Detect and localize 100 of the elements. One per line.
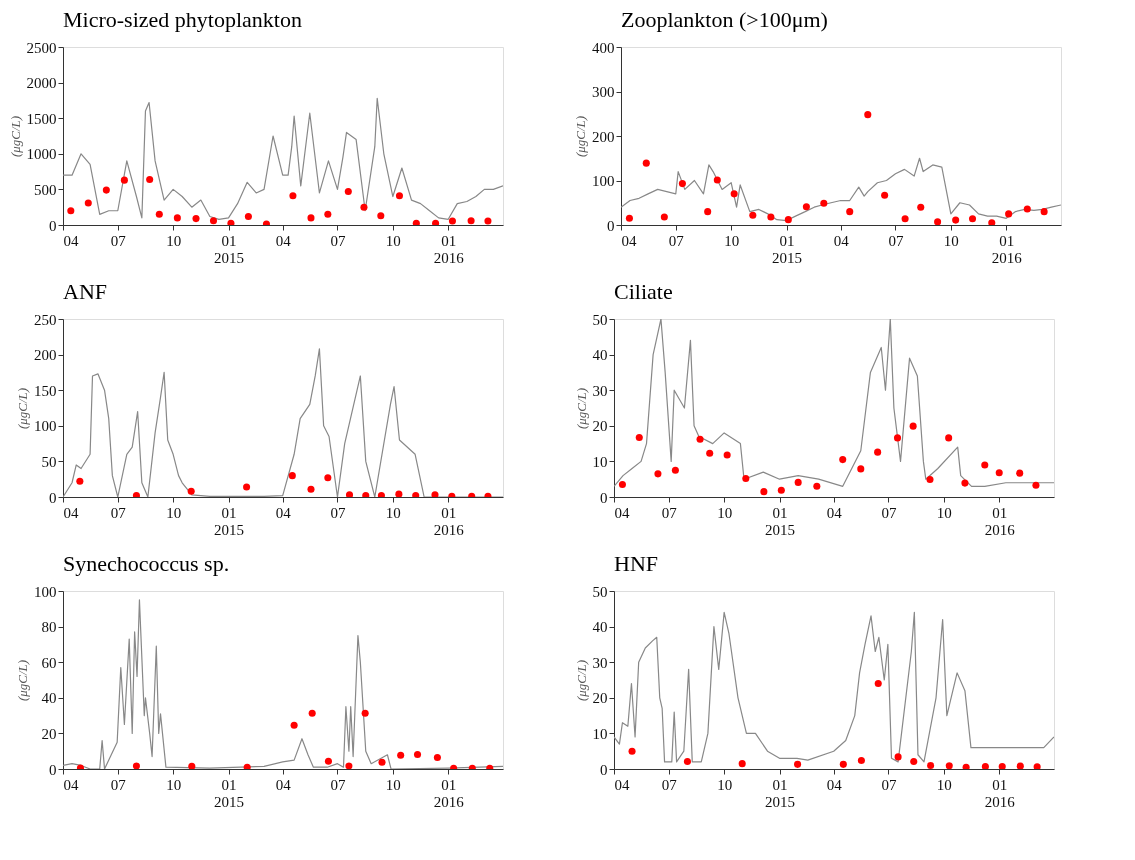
- x-tick-label: 07: [110, 776, 127, 793]
- point: [361, 709, 369, 717]
- x-tick-label: 07: [110, 232, 127, 249]
- point: [683, 757, 691, 766]
- x-tick-label: 07: [881, 504, 897, 521]
- x-tick-label: 01 2015: [214, 776, 245, 810]
- point: [377, 212, 385, 220]
- point: [432, 219, 440, 225]
- x-tick-label: 01 2015: [214, 232, 245, 266]
- y-tick-label: 50: [592, 583, 608, 600]
- point: [742, 474, 750, 483]
- x-tick-label: 04: [826, 504, 843, 521]
- point: [839, 760, 847, 768]
- point: [981, 461, 989, 469]
- y-tick-label: 100: [34, 583, 57, 600]
- x-tick-label: 04: [833, 232, 850, 249]
- point: [839, 456, 847, 464]
- point: [760, 488, 768, 496]
- point: [155, 210, 163, 218]
- point: [864, 111, 872, 119]
- point: [173, 214, 181, 222]
- x-tick-label: 07: [881, 776, 897, 793]
- x-tick-label: 07: [330, 232, 346, 249]
- point: [813, 482, 821, 490]
- point: [102, 186, 110, 194]
- chart-title: Micro-sized phytoplankton: [63, 7, 302, 32]
- point: [467, 217, 475, 225]
- point: [635, 434, 643, 442]
- point: [894, 753, 902, 761]
- point: [84, 199, 92, 207]
- x-tick-label: 01 2015: [772, 232, 803, 266]
- x-tick-label: 10: [936, 504, 952, 521]
- point: [981, 762, 989, 769]
- point: [378, 758, 386, 766]
- y-tick-label: 0: [49, 761, 57, 778]
- y-tick-label: 0: [600, 761, 608, 778]
- point: [927, 761, 935, 769]
- x-tick-label: 10: [385, 232, 401, 249]
- point: [1016, 469, 1024, 477]
- point: [397, 751, 405, 759]
- point: [132, 762, 140, 769]
- y-tick-label: 40: [41, 690, 57, 707]
- point: [120, 176, 128, 184]
- point: [192, 215, 200, 223]
- x-tick-label: 04: [826, 776, 843, 793]
- point: [995, 469, 1003, 477]
- point: [926, 476, 934, 484]
- x-tick-label: 10: [166, 504, 182, 521]
- x-tick-label: 01 2016: [433, 776, 465, 810]
- point: [874, 448, 882, 456]
- y-tick-label: 10: [592, 453, 608, 470]
- y-tick-label: 150: [34, 382, 57, 399]
- x-tick-label: 10: [724, 232, 740, 249]
- point: [412, 219, 420, 225]
- y-axis-title: (μgC/L): [573, 387, 589, 430]
- point: [738, 760, 746, 768]
- line-series: [621, 157, 1061, 222]
- point: [308, 709, 316, 717]
- point: [671, 466, 679, 474]
- point: [289, 192, 297, 200]
- y-tick-label: 20: [41, 725, 57, 742]
- point: [998, 762, 1006, 769]
- point: [413, 751, 422, 759]
- point: [1005, 210, 1013, 218]
- point: [433, 753, 441, 761]
- y-tick-label: 30: [592, 654, 608, 671]
- point: [730, 190, 738, 198]
- x-tick-label: 04: [621, 232, 637, 249]
- point: [945, 434, 953, 442]
- x-tick-label: 10: [166, 776, 182, 793]
- point: [243, 763, 251, 769]
- point: [696, 435, 704, 443]
- y-axis-title: (μgC/L): [573, 659, 589, 702]
- point: [802, 203, 810, 211]
- x-tick-label: 04: [63, 232, 79, 249]
- y-tick-label: 1000: [26, 146, 57, 163]
- x-tick-label: 10: [385, 776, 401, 793]
- point: [654, 470, 662, 478]
- point: [777, 486, 785, 494]
- point: [857, 756, 865, 764]
- y-axis-title: (μgC/L): [15, 659, 30, 702]
- point: [324, 210, 332, 218]
- point: [628, 747, 636, 755]
- point: [448, 217, 456, 225]
- point: [188, 762, 196, 769]
- x-tick-label: 01 2016: [984, 504, 1016, 538]
- point: [723, 451, 731, 459]
- x-tick-label: 07: [668, 232, 685, 249]
- chart-title: ANF: [63, 279, 108, 304]
- point: [642, 159, 650, 167]
- point: [820, 199, 828, 207]
- chart-title: Ciliate: [614, 279, 673, 304]
- y-tick-label: 80: [41, 619, 57, 636]
- x-tick-label: 04: [63, 776, 79, 793]
- y-tick-label: 0: [49, 489, 57, 506]
- y-tick-label: 200: [592, 128, 615, 145]
- point: [1033, 763, 1041, 769]
- y-tick-label: 1500: [26, 110, 57, 127]
- point: [290, 721, 298, 729]
- x-tick-label: 07: [330, 776, 346, 793]
